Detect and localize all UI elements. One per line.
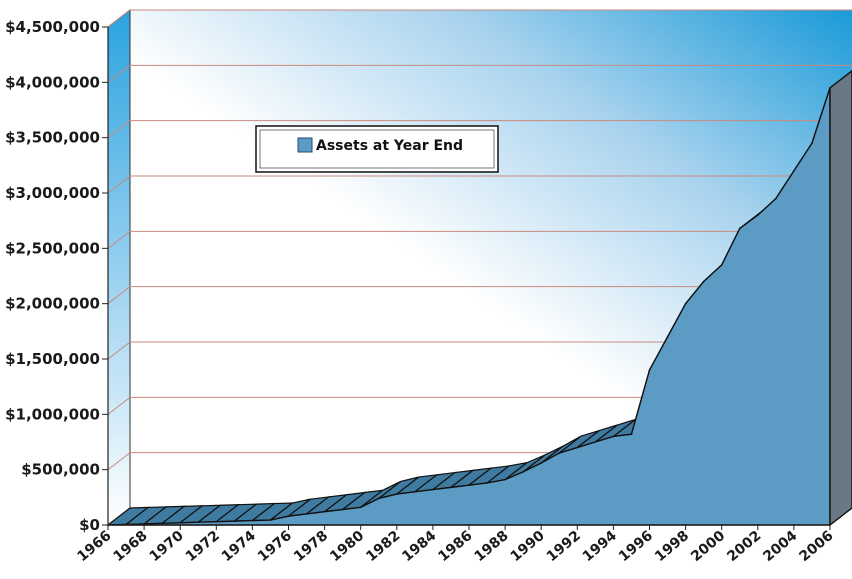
legend-inner-border xyxy=(259,129,495,169)
legend-label: Assets at Year End xyxy=(316,138,463,154)
y-tick-label: $1,500,000 xyxy=(5,350,100,368)
x-tick-label: 1978 xyxy=(291,528,331,565)
data-point xyxy=(468,484,470,486)
data-point xyxy=(684,302,687,305)
data-point xyxy=(829,87,831,89)
data-point xyxy=(450,486,452,489)
x-tick-label: 1972 xyxy=(183,528,223,565)
data-point xyxy=(720,264,723,266)
data-point xyxy=(233,520,236,522)
data-point xyxy=(594,441,597,443)
legend-swatch xyxy=(297,137,313,153)
data-point xyxy=(269,519,272,521)
y-tick-label: $3,000,000 xyxy=(5,184,100,202)
y-tick-label: $2,000,000 xyxy=(5,295,100,313)
gridline-side xyxy=(107,64,131,83)
data-point xyxy=(179,521,181,524)
legend-box xyxy=(255,125,499,173)
side-wall xyxy=(107,8,131,527)
data-point xyxy=(702,280,705,283)
x-tick-label: 1970 xyxy=(147,528,187,565)
y-tick-label: $4,500,000 xyxy=(5,18,100,36)
x-tick-label: 1976 xyxy=(255,528,295,565)
x-tick-label: 1994 xyxy=(580,528,620,565)
x-tick-label: 2006 xyxy=(796,528,836,565)
data-point xyxy=(630,433,633,436)
data-point xyxy=(323,510,326,513)
data-point xyxy=(576,446,579,449)
gridline-side xyxy=(107,120,131,139)
data-point xyxy=(359,506,362,509)
y-tick-label: $3,500,000 xyxy=(5,129,100,147)
data-point xyxy=(793,170,795,172)
data-point xyxy=(287,515,290,517)
data-point xyxy=(341,508,344,511)
y-tick-label: $500,000 xyxy=(21,461,100,479)
legend: Assets at Year End xyxy=(255,125,499,173)
data-point xyxy=(558,452,561,454)
x-tick-label: 1984 xyxy=(399,528,439,565)
gridline-side xyxy=(107,286,131,305)
x-tick-label: 2000 xyxy=(688,528,728,565)
y-tick-label: $2,500,000 xyxy=(5,239,100,257)
x-tick-label: 1988 xyxy=(472,528,512,565)
gridline-side xyxy=(107,230,131,249)
data-point xyxy=(432,488,434,491)
data-point xyxy=(251,519,254,522)
gridline-side xyxy=(107,9,131,28)
data-point xyxy=(414,491,416,493)
data-point xyxy=(775,197,777,200)
data-point xyxy=(143,523,145,525)
x-tick-label: 2002 xyxy=(724,528,764,565)
data-point xyxy=(197,521,200,524)
data-point xyxy=(161,522,163,525)
gridline-side xyxy=(107,341,131,360)
data-area xyxy=(106,69,852,527)
data-point xyxy=(486,482,488,484)
data-point xyxy=(757,214,759,216)
area-end-cap xyxy=(829,69,852,527)
data-point xyxy=(305,513,308,515)
x-tick-label: 1996 xyxy=(616,528,656,565)
y-tick-label: $0 xyxy=(79,516,100,534)
x-tick-label: 1998 xyxy=(652,528,692,565)
x-tick-label: 1980 xyxy=(327,528,367,565)
data-point xyxy=(540,462,542,464)
x-tick-label: 1992 xyxy=(544,528,584,565)
data-point xyxy=(504,478,506,481)
x-tick-label: 1974 xyxy=(219,528,259,565)
gridline-side xyxy=(107,452,131,471)
data-point xyxy=(648,369,651,371)
x-tick-label: 2004 xyxy=(760,528,800,565)
data-point xyxy=(612,435,615,438)
data-point xyxy=(666,336,669,338)
gridline-side xyxy=(107,396,131,415)
y-tick-label: $1,000,000 xyxy=(5,405,100,423)
y-tick-label: $4,000,000 xyxy=(5,73,100,91)
data-point xyxy=(215,520,218,523)
data-point xyxy=(377,497,380,500)
data-point xyxy=(811,142,813,144)
gridline-side xyxy=(107,175,131,194)
data-point xyxy=(522,471,524,473)
x-tick-label: 1968 xyxy=(111,528,151,565)
data-point xyxy=(738,227,741,230)
x-tick-label: 1986 xyxy=(435,528,475,565)
x-tick-label: 1982 xyxy=(363,528,403,565)
data-point xyxy=(396,493,398,495)
x-tick-label: 1990 xyxy=(508,528,548,565)
